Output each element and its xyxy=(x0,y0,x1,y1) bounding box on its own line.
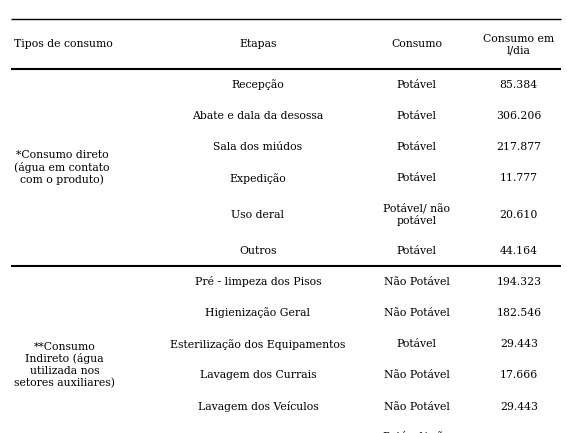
Text: 217.877: 217.877 xyxy=(496,142,541,152)
Text: Potável/ não
potável: Potável/ não potável xyxy=(383,431,450,433)
Text: 17.666: 17.666 xyxy=(500,370,538,381)
Text: Não Potável: Não Potável xyxy=(384,401,450,412)
Text: 11.777: 11.777 xyxy=(500,173,538,184)
Text: Etapas: Etapas xyxy=(239,39,277,49)
Text: Potável: Potável xyxy=(397,80,437,90)
Text: Potável: Potável xyxy=(397,173,437,184)
Text: 182.546: 182.546 xyxy=(496,308,541,318)
Text: Abate e dala da desossa: Abate e dala da desossa xyxy=(192,111,324,121)
Text: Potável: Potável xyxy=(397,246,437,256)
Text: Potável: Potável xyxy=(397,111,437,121)
Text: Outros: Outros xyxy=(239,246,277,256)
Text: Lavagem dos Currais: Lavagem dos Currais xyxy=(200,370,316,381)
Text: 306.206: 306.206 xyxy=(496,111,541,121)
Text: Consumo: Consumo xyxy=(391,39,442,49)
Text: **Consumo
Indireto (água
utilizada nos
setores auxiliares): **Consumo Indireto (água utilizada nos s… xyxy=(14,342,115,388)
Text: 194.323: 194.323 xyxy=(496,277,541,287)
Text: 20.610: 20.610 xyxy=(500,210,538,220)
Text: Potável: Potável xyxy=(397,142,437,152)
Text: Potável/ não
potável: Potável/ não potável xyxy=(383,203,450,226)
Text: Lavagem dos Veículos: Lavagem dos Veículos xyxy=(198,401,318,412)
Text: Uso deral: Uso deral xyxy=(231,210,285,220)
Text: Potável: Potável xyxy=(397,339,437,349)
Text: Expedição: Expedição xyxy=(230,173,286,184)
Text: 29.443: 29.443 xyxy=(500,401,538,412)
Text: Não Potável: Não Potável xyxy=(384,277,450,287)
Text: Sala dos miúdos: Sala dos miúdos xyxy=(213,142,303,152)
Text: Recepção: Recepção xyxy=(231,79,285,90)
Text: 85.384: 85.384 xyxy=(500,80,538,90)
Text: 44.164: 44.164 xyxy=(500,246,538,256)
Text: Pré - limpeza dos Pisos: Pré - limpeza dos Pisos xyxy=(194,276,321,288)
Text: Tipos de consumo: Tipos de consumo xyxy=(14,39,113,49)
Text: Não Potável: Não Potável xyxy=(384,308,450,318)
Text: 29.443: 29.443 xyxy=(500,339,538,349)
Text: *Consumo direto
(água em contato
com o produto): *Consumo direto (água em contato com o p… xyxy=(14,150,109,185)
Text: Não Potável: Não Potável xyxy=(384,370,450,381)
Text: Consumo em
l/dia: Consumo em l/dia xyxy=(483,34,555,55)
Text: Higienização Geral: Higienização Geral xyxy=(205,307,311,319)
Text: Esterilização dos Equipamentos: Esterilização dos Equipamentos xyxy=(170,339,346,350)
